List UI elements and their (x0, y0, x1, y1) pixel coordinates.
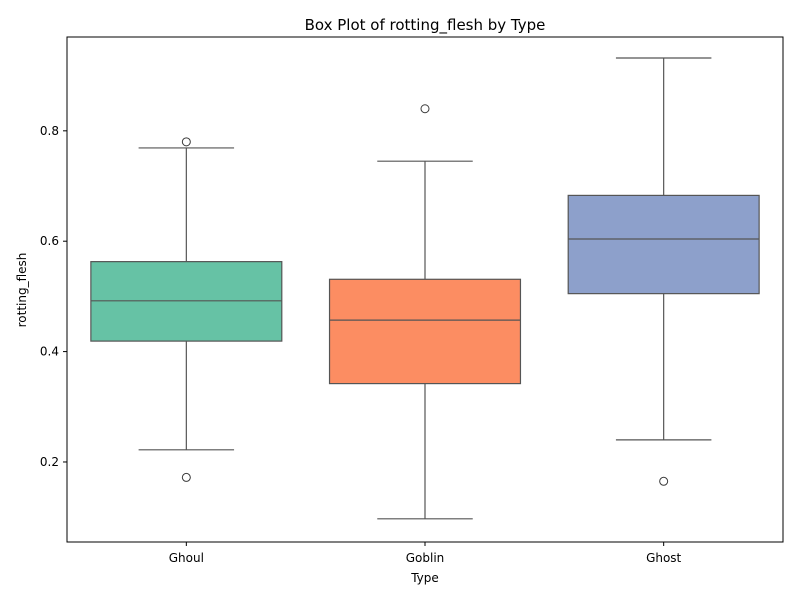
outlier-point (181, 137, 191, 147)
outlier-point (659, 476, 669, 486)
y-tick-label: 0.4 (40, 345, 59, 359)
boxes-layer (90, 57, 760, 520)
box-group-goblin (328, 104, 522, 520)
iqr-box (328, 278, 522, 385)
y-tick-label: 0.2 (40, 455, 59, 469)
box-group-ghoul (90, 137, 283, 482)
x-tick-label-ghoul: Ghoul (169, 551, 204, 565)
outlier-point (181, 472, 191, 482)
y-axis: 0.2 0.4 0.6 0.8 (40, 124, 67, 469)
y-axis-label: rotting_flesh (15, 253, 29, 328)
box-group-ghost (567, 57, 760, 486)
x-axis-label: Type (410, 571, 439, 585)
chart-title: Box Plot of rotting_flesh by Type (305, 16, 546, 35)
x-tick-label-ghost: Ghost (646, 551, 681, 565)
iqr-box (567, 194, 760, 295)
y-tick-label: 0.6 (40, 234, 59, 248)
plot-area-frame (66, 36, 784, 543)
outlier-point (420, 104, 430, 114)
y-tick-label: 0.8 (40, 124, 59, 138)
x-axis: Ghoul Goblin Ghost (169, 542, 682, 565)
x-tick-label-goblin: Goblin (406, 551, 445, 565)
